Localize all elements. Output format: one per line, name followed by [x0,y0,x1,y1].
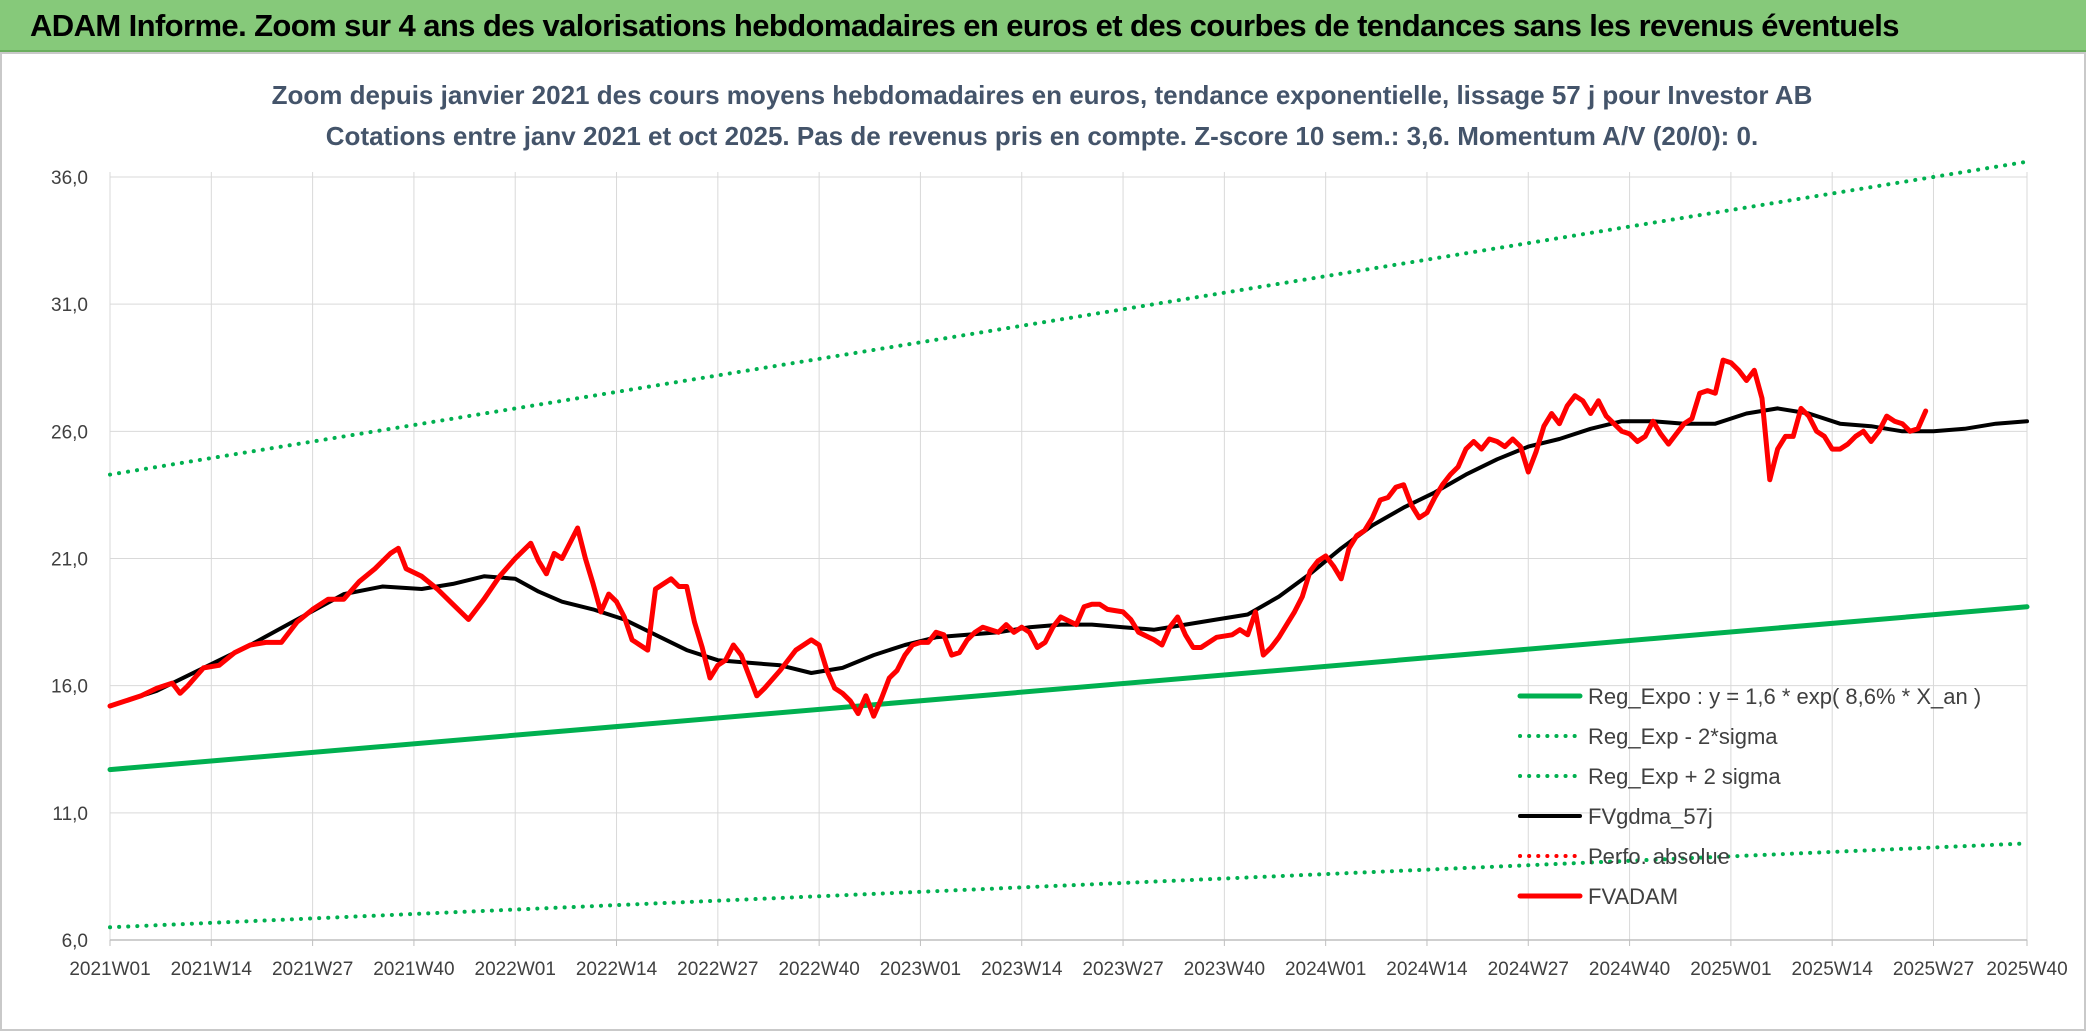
axes: 6,0 11,0 16,0 21,0 26,0 31,0 36,0 2021W01 2021W1… [51,168,2068,980]
y-tick-label: 21,0 [51,550,88,571]
x-tick-label: 2023W14 [981,959,1063,980]
x-tick-label: 2022W27 [677,959,758,980]
series-line-0 [107,604,2030,773]
x-tick-label: 2024W27 [1488,959,1569,980]
report-title: ADAM Informe. Zoom sur 4 ans des valoris… [30,8,1900,43]
x-tick-label: 2022W01 [475,959,556,980]
x-tick-label: 2021W01 [69,959,150,980]
x-tick-label: 2024W14 [1386,959,1468,980]
legend-label: Reg_Exp + 2 sigma [1588,764,1781,789]
legend-label: Reg_Expo : y = 1,6 * exp( 8,6% * X_an ) [1588,684,1981,709]
x-tick-label: 2022W14 [576,959,658,980]
grid [109,172,2028,941]
x-tick-label: 2024W01 [1285,959,1366,980]
series-line-1 [108,841,2029,930]
chart-title: Zoom depuis janvier 2021 des cours moyen… [272,80,1813,110]
x-tick-label: 2024W40 [1589,959,1670,980]
series-line-5 [107,357,1929,719]
series-line-2 [108,159,2029,477]
y-tick-label: 31,0 [51,295,88,316]
x-tick-label: 2025W01 [1690,959,1771,980]
series-group [107,159,2030,930]
y-tick-label: 16,0 [51,677,88,698]
x-tick-label: 2025W27 [1893,959,1974,980]
x-tick-label: 2023W27 [1082,959,1163,980]
line-chart: Zoom depuis janvier 2021 des cours moyen… [51,80,2068,980]
legend-label: FVADAM [1588,884,1678,909]
y-tick-label: 26,0 [51,422,88,443]
legend: Reg_Expo : y = 1,6 * exp( 8,6% * X_an ) R… [1517,684,1981,909]
header-banner: ADAM Informe. Zoom sur 4 ans des valoris… [0,0,2086,52]
y-tick-label: 11,0 [52,804,88,825]
legend-label: Perfo. absolue [1588,844,1730,869]
x-tick-label: 2021W14 [171,959,253,980]
series-line-3 [108,406,2029,708]
legend-label: Reg_Exp - 2*sigma [1588,724,1778,749]
x-tick-label: 2023W01 [880,959,961,980]
x-tick-label: 2021W40 [373,959,454,980]
y-tick-label: 6,0 [62,931,88,952]
chart-frame: Zoom depuis janvier 2021 des cours moyen… [0,52,2086,1031]
x-tick-label: 2025W40 [1986,959,2067,980]
x-tick-label: 2023W40 [1184,959,1265,980]
y-tick-label: 36,0 [51,168,88,189]
x-tick-label: 2021W27 [272,959,353,980]
chart-subtitle: Cotations entre janv 2021 et oct 2025. P… [326,121,1758,151]
legend-label: FVgdma_57j [1588,804,1713,829]
x-tick-label: 2022W40 [778,959,859,980]
x-tick-label: 2025W14 [1792,959,1874,980]
